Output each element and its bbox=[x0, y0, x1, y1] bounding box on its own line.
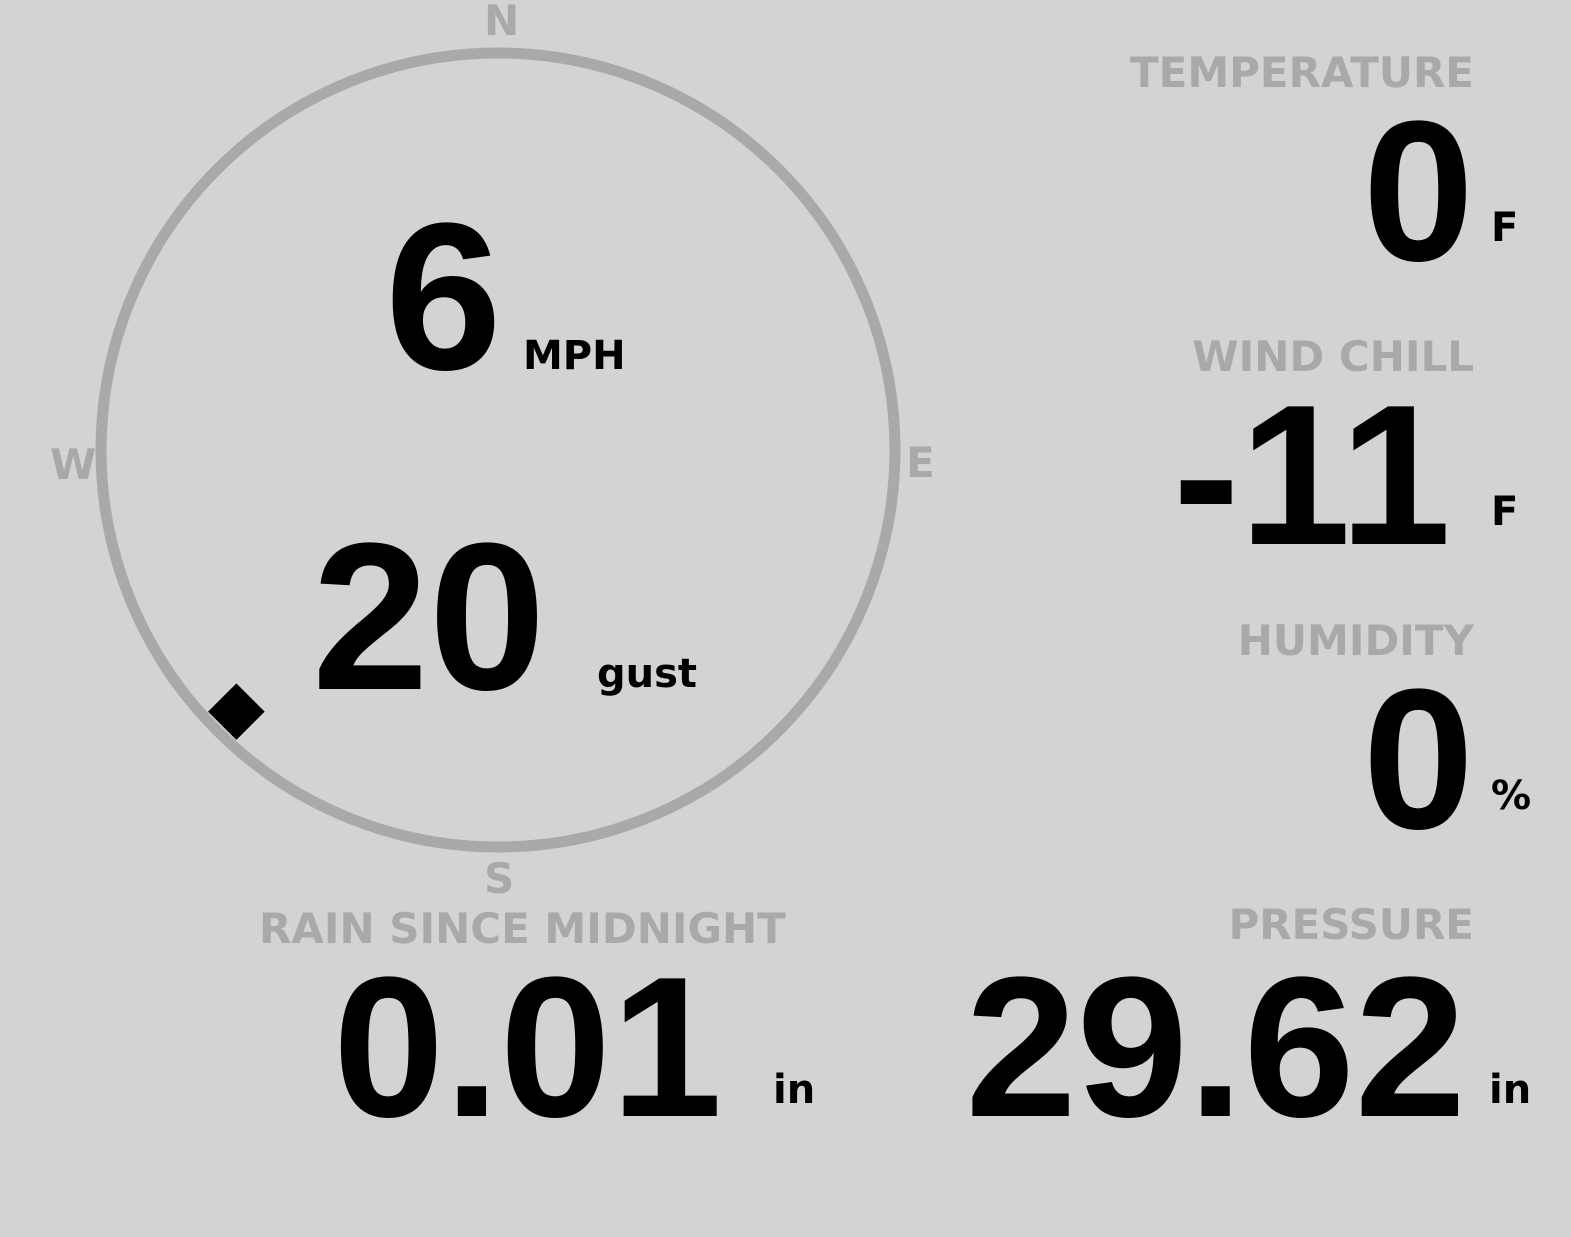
wind-gust-value: 20 bbox=[312, 499, 546, 734]
temperature-value: 0 bbox=[1362, 80, 1474, 303]
humidity-value: 0 bbox=[1362, 648, 1474, 871]
temperature-unit: F bbox=[1491, 205, 1519, 251]
compass-east: E bbox=[906, 438, 935, 487]
wind-chill-value: -11 bbox=[1172, 364, 1451, 587]
pressure-label: PRESSURE bbox=[1228, 900, 1474, 949]
compass-ring bbox=[95, 47, 901, 853]
rain-unit: in bbox=[773, 1067, 816, 1113]
pressure-unit: in bbox=[1489, 1067, 1532, 1113]
temperature-label: TEMPERATURE bbox=[1130, 48, 1474, 97]
compass-south: S bbox=[484, 854, 515, 903]
rain-value: 0.01 bbox=[333, 936, 723, 1159]
humidity-unit: % bbox=[1491, 773, 1532, 819]
wind-chill-unit: F bbox=[1491, 489, 1519, 535]
wind-gust-unit: gust bbox=[597, 651, 698, 697]
pressure-value: 29.62 bbox=[965, 936, 1467, 1159]
wind-chill-label: WIND CHILL bbox=[1192, 332, 1474, 381]
humidity-label: HUMIDITY bbox=[1237, 616, 1474, 665]
compass-north: N bbox=[484, 0, 520, 45]
compass-west: W bbox=[50, 440, 97, 489]
wind-speed-unit: MPH bbox=[523, 333, 626, 379]
wind-speed-value: 6 bbox=[385, 179, 502, 414]
rain-label: RAIN SINCE MIDNIGHT bbox=[259, 904, 786, 953]
